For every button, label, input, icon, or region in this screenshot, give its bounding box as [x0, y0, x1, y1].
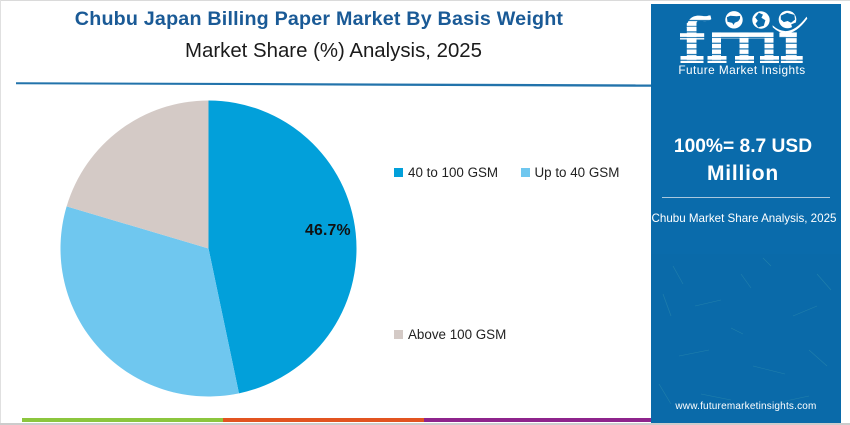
svg-text:Future Market Insights: Future Market Insights [678, 63, 805, 77]
